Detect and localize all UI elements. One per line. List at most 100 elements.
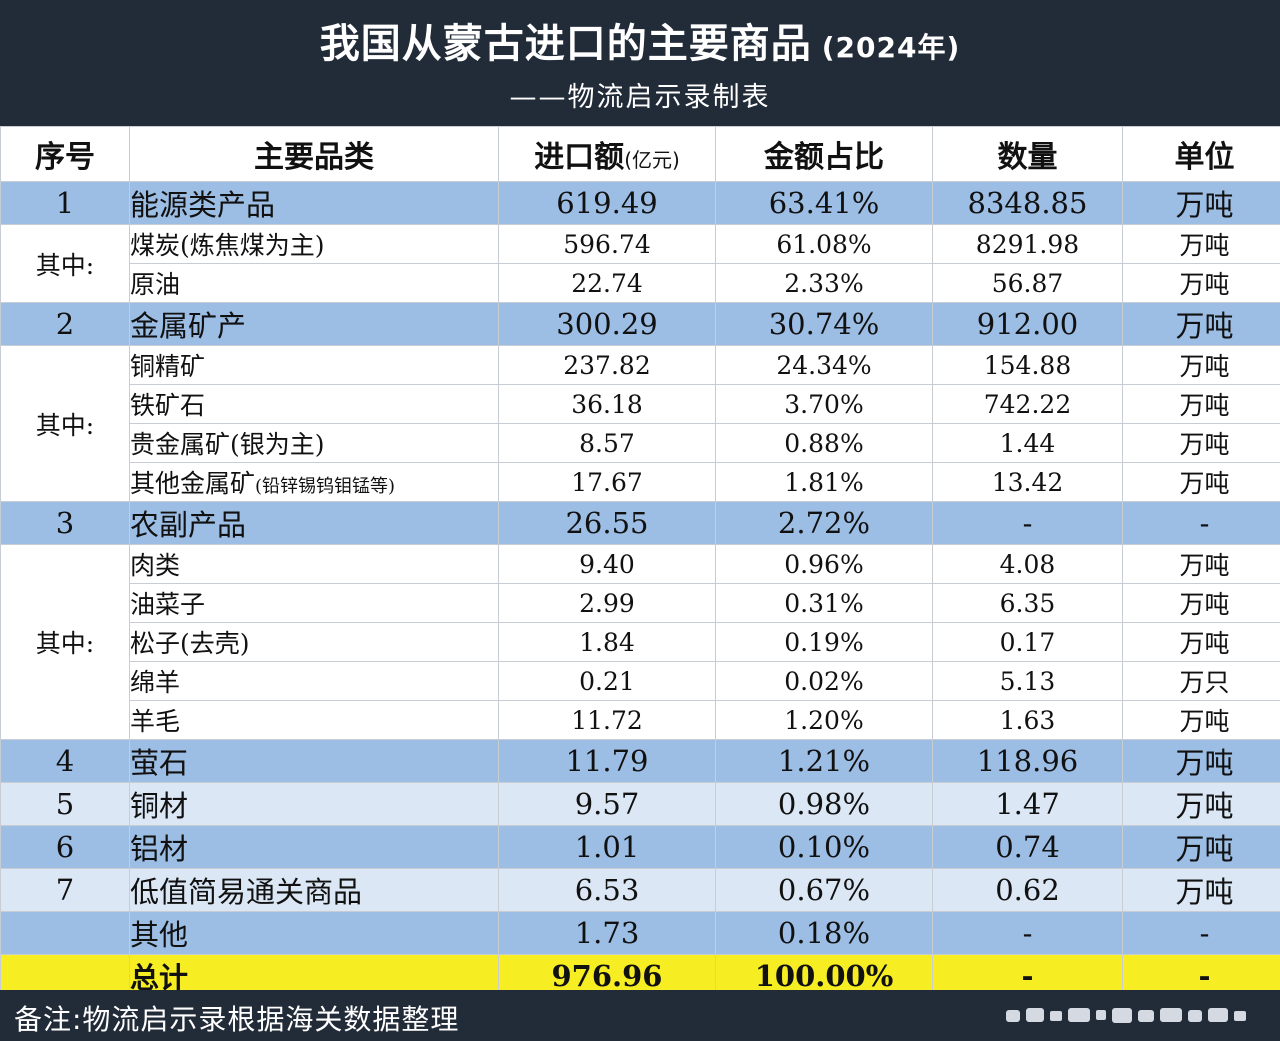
amount-share: 0.19% (715, 622, 933, 662)
title-banner: 我国从蒙古进口的主要商品 (2024年) ——物流启示录制表 (0, 0, 1280, 126)
unit: 万吨 (1122, 462, 1280, 502)
table-body: 1 能源类产品 619.49 63.41% 8348.85 万吨 其中: 煤炭(炼焦煤为主) 5… (0, 181, 1280, 998)
sub-item-row: 其中: 煤炭(炼焦煤为主) 596.74 61.08% 8291.98 万吨 (0, 224, 1280, 303)
header-index: 序号 (0, 126, 130, 182)
row-index: 1 (0, 181, 130, 225)
item-name-cell: 其他金属矿(铅锌锡钨钼锰等) (129, 462, 499, 502)
quantity: 118.96 (932, 739, 1123, 783)
import-amount: 1.84 (498, 622, 716, 662)
category-name: 铜材 (129, 782, 499, 826)
category-name: 低值简易通关商品 (129, 868, 499, 912)
category-name: 能源类产品 (129, 181, 499, 225)
unit: 万吨 (1122, 622, 1280, 662)
sub-item-row: 绵羊 0.21 0.02% 5.13 万只 (1, 661, 1280, 701)
item-name-cell: 原油 (129, 263, 499, 303)
item-name-cell: 贵金属矿(银为主) (129, 423, 499, 463)
unit: 万吨 (1122, 544, 1280, 584)
amount-share: 0.02% (715, 661, 933, 701)
item-name: 绵羊 (130, 668, 181, 697)
sub-item-row: 其他金属矿(铅锌锡钨钼锰等) 17.67 1.81% 13.42 万吨 (1, 462, 1280, 502)
row-index: 6 (0, 825, 130, 869)
row-index: 4 (0, 739, 130, 783)
import-amount: 1.73 (498, 911, 716, 955)
category-name: 萤石 (129, 739, 499, 783)
amount-share: 1.81% (715, 462, 933, 502)
header-amount: 进口额(亿元) (498, 126, 716, 182)
quantity: 912.00 (932, 302, 1123, 346)
amount-share: 2.33% (715, 263, 933, 303)
quantity: 56.87 (932, 263, 1123, 303)
header-quantity: 数量 (932, 126, 1123, 182)
footer-bar: 备注:物流启示录根据海关数据整理 (0, 990, 1280, 1041)
unit: 万吨 (1122, 181, 1280, 225)
quantity: 4.08 (932, 544, 1123, 584)
quantity: 0.17 (932, 622, 1123, 662)
unit: - (1122, 911, 1280, 955)
import-amount: 6.53 (498, 868, 716, 912)
amount-share: 0.96% (715, 544, 933, 584)
item-name: 其他金属矿 (130, 469, 256, 498)
unit: 万吨 (1122, 345, 1280, 385)
item-name-cell: 煤炭(炼焦煤为主) (129, 224, 499, 264)
item-name-cell: 松子(去壳) (129, 622, 499, 662)
unit: 万只 (1122, 661, 1280, 701)
unit: 万吨 (1122, 224, 1280, 264)
row-index: 2 (0, 302, 130, 346)
amount-share: 0.31% (715, 583, 933, 623)
row-index: 7 (0, 868, 130, 912)
item-note: (铅锌锡钨钼锰等) (255, 476, 396, 497)
import-amount: 36.18 (498, 384, 716, 424)
amount-share: 1.20% (715, 700, 933, 740)
category-row: 3 农副产品 26.55 2.72% - - (0, 501, 1280, 545)
item-name: 羊毛 (130, 707, 181, 736)
table-header-row: 序号 主要品类 进口额(亿元) 金额占比 数量 单位 (0, 126, 1280, 182)
import-amount: 237.82 (498, 345, 716, 385)
import-amount: 596.74 (498, 224, 716, 264)
item-name: 铜精矿 (130, 352, 206, 381)
category-row: 7 低值简易通关商品 6.53 0.67% 0.62 万吨 (0, 868, 1280, 912)
category-row: 4 萤石 11.79 1.21% 118.96 万吨 (0, 739, 1280, 783)
amount-share: 3.70% (715, 384, 933, 424)
item-name-cell: 羊毛 (129, 700, 499, 740)
item-name-cell: 肉类 (129, 544, 499, 584)
amount-share: 2.72% (715, 501, 933, 545)
import-amount: 11.72 (498, 700, 716, 740)
sub-item-row: 贵金属矿(银为主) 8.57 0.88% 1.44 万吨 (1, 423, 1280, 463)
quantity: 0.74 (932, 825, 1123, 869)
watermark-icon (1006, 1008, 1246, 1023)
unit: 万吨 (1122, 739, 1280, 783)
quantity: 1.44 (932, 423, 1123, 463)
category-name: 铝材 (129, 825, 499, 869)
amount-share: 61.08% (715, 224, 933, 264)
amount-share: 30.74% (715, 302, 933, 346)
other-row: 其他 1.73 0.18% - - (0, 911, 1280, 955)
item-name: 肉类 (130, 551, 181, 580)
sub-label: 其中: (0, 345, 130, 502)
sub-label: 其中: (0, 544, 130, 740)
unit: 万吨 (1122, 782, 1280, 826)
amount-share: 24.34% (715, 345, 933, 385)
item-name-cell: 铁矿石 (129, 384, 499, 424)
sub-item-row: 羊毛 11.72 1.20% 1.63 万吨 (1, 700, 1280, 740)
import-amount: 11.79 (498, 739, 716, 783)
unit: 万吨 (1122, 423, 1280, 463)
sub-item-row: 其中: 肉类 9.40 0.96% 4.08 万吨 (0, 544, 1280, 740)
quantity: 13.42 (932, 462, 1123, 502)
unit: 万吨 (1122, 302, 1280, 346)
row-index: 5 (0, 782, 130, 826)
import-amount: 2.99 (498, 583, 716, 623)
import-amount: 26.55 (498, 501, 716, 545)
row-index: 3 (0, 501, 130, 545)
unit: 万吨 (1122, 263, 1280, 303)
sub-item-row: 铁矿石 36.18 3.70% 742.22 万吨 (1, 384, 1280, 424)
item-name: 贵金属矿(银为主) (130, 430, 325, 459)
quantity: 154.88 (932, 345, 1123, 385)
header-share: 金额占比 (715, 126, 933, 182)
page-subtitle: ——物流启示录制表 (509, 82, 771, 113)
item-name: 煤炭(炼焦煤为主) (130, 231, 325, 260)
amount-share: 63.41% (715, 181, 933, 225)
item-name: 松子(去壳) (130, 629, 250, 658)
category-row: 5 铜材 9.57 0.98% 1.47 万吨 (0, 782, 1280, 826)
import-amount: 9.57 (498, 782, 716, 826)
unit: 万吨 (1122, 384, 1280, 424)
